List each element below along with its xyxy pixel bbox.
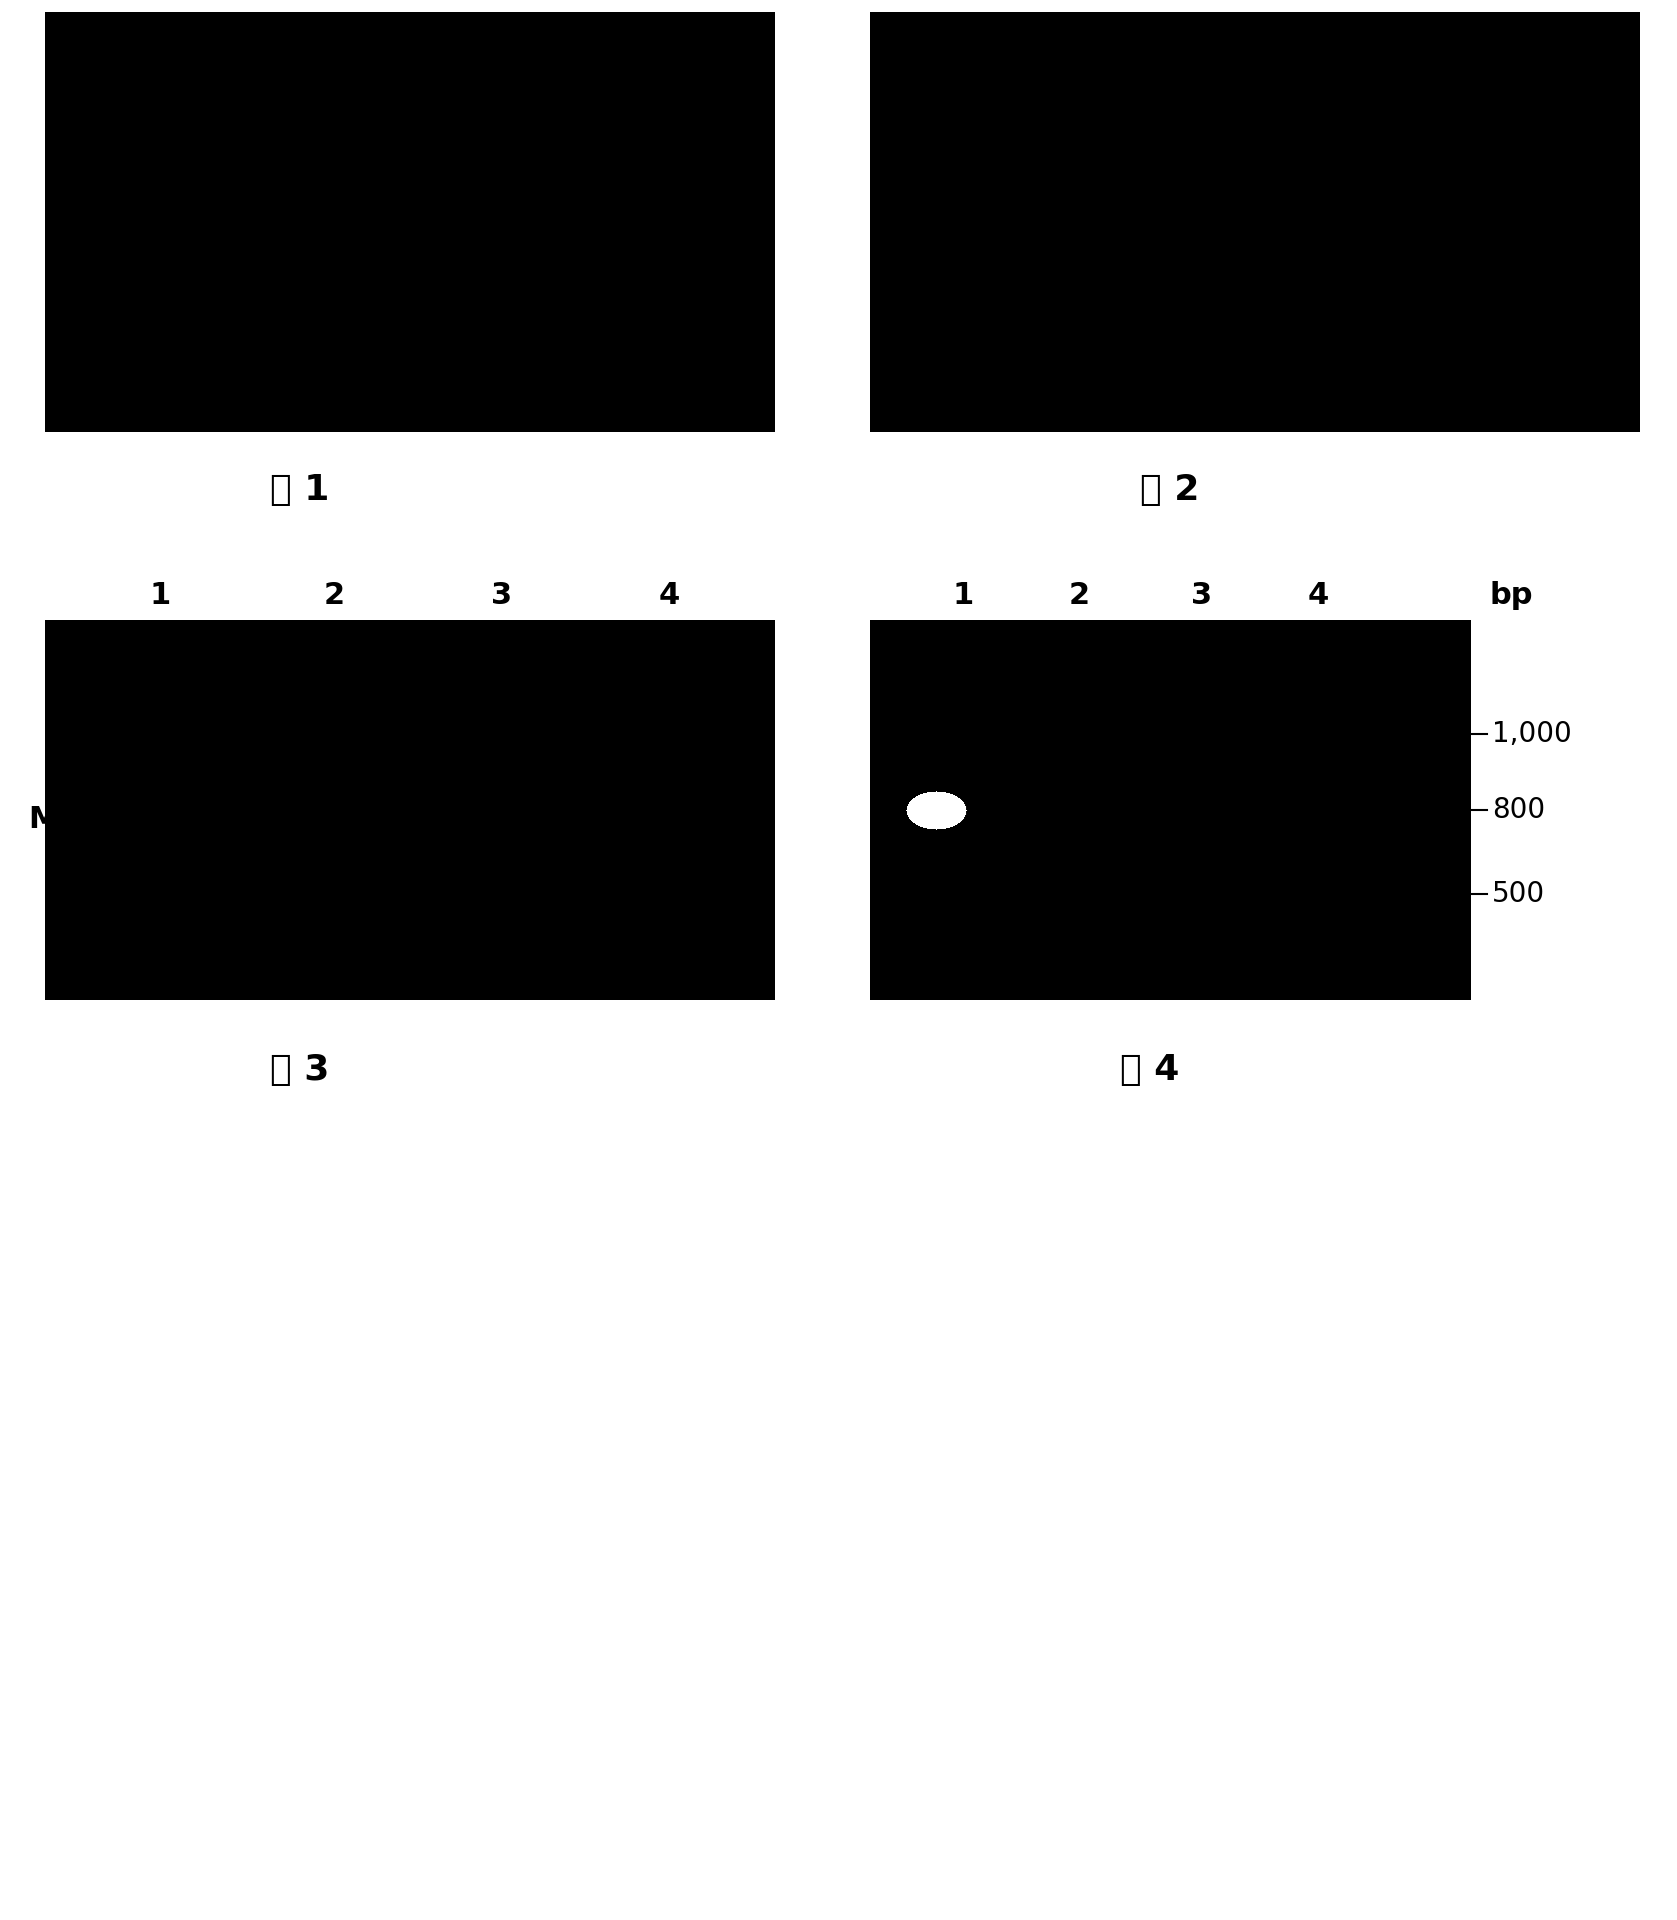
Text: 图 4: 图 4 (1120, 1052, 1179, 1087)
Text: 1: 1 (953, 580, 974, 609)
Text: 500: 500 (1493, 879, 1545, 908)
Text: 800: 800 (1493, 797, 1545, 824)
Text: Man: Man (29, 806, 101, 835)
Text: 图 3: 图 3 (270, 1052, 330, 1087)
Text: bp: bp (1489, 580, 1533, 609)
Text: 图 2: 图 2 (1140, 472, 1199, 507)
Text: 2: 2 (324, 580, 345, 609)
Text: 4: 4 (659, 580, 681, 609)
Text: 2: 2 (1068, 580, 1090, 609)
Text: 3: 3 (491, 580, 513, 609)
Text: 1: 1 (149, 580, 171, 609)
Text: 3: 3 (1191, 580, 1212, 609)
Text: 图 1: 图 1 (270, 472, 330, 507)
Text: 1,000: 1,000 (1493, 720, 1571, 749)
Text: 4: 4 (1308, 580, 1328, 609)
